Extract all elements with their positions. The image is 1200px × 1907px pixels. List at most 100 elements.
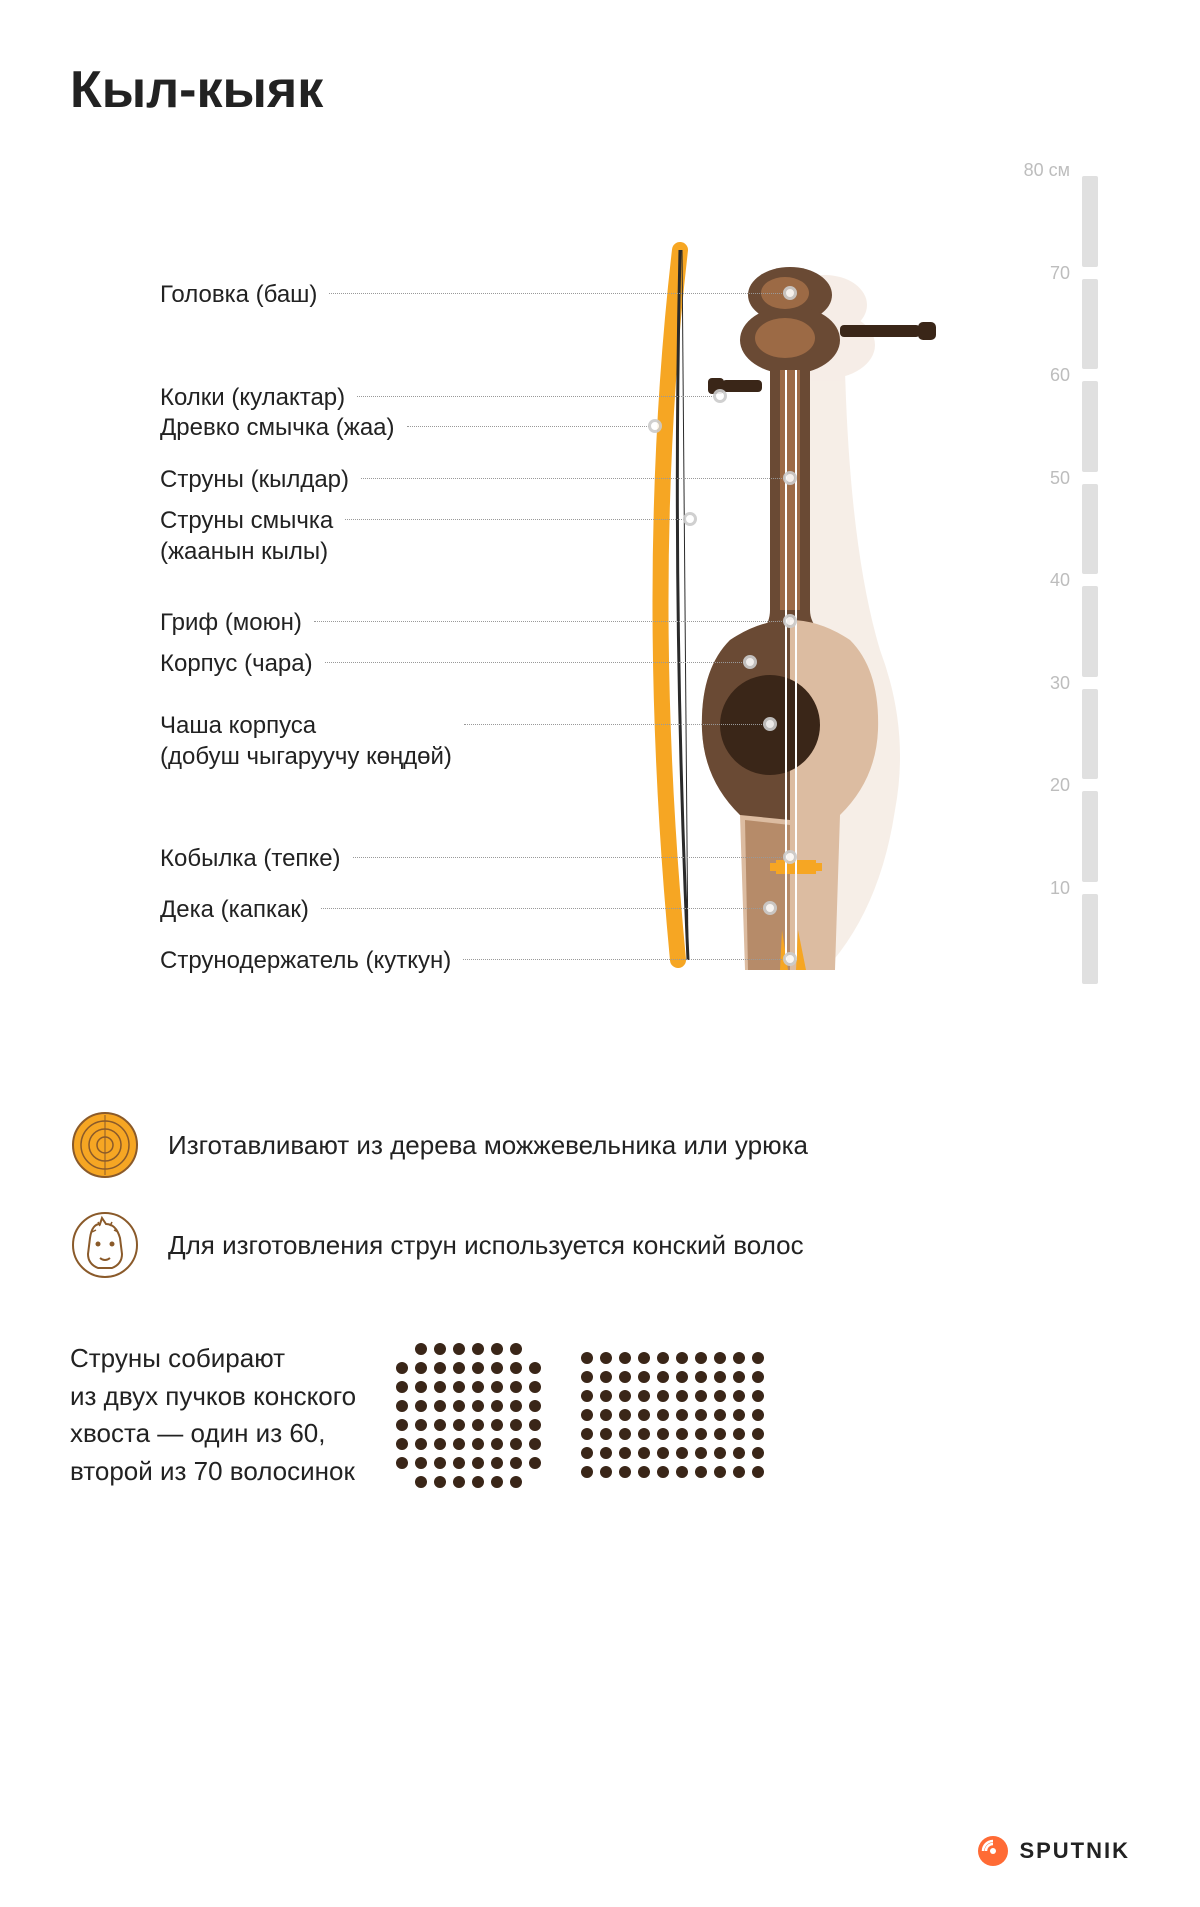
hair-dot (638, 1447, 650, 1459)
leader-line (325, 662, 744, 663)
hair-dot (619, 1371, 631, 1383)
hair-dot (491, 1343, 503, 1355)
hair-dot (472, 1381, 484, 1393)
hair-dot (472, 1343, 484, 1355)
hair-dot (472, 1400, 484, 1412)
scale-ruler: 1020304050607080 см (1070, 170, 1110, 990)
hair-dot (752, 1466, 764, 1478)
callout-dot (683, 512, 697, 526)
hair-dot (529, 1400, 541, 1412)
hair-dot (472, 1419, 484, 1431)
hair-dot (510, 1362, 522, 1374)
hair-dot (453, 1381, 465, 1393)
info-hair-text: Для изготовления струн используется конс… (168, 1230, 804, 1261)
hair-dot (657, 1390, 669, 1402)
hair-dot (415, 1419, 427, 1431)
hair-dot (529, 1381, 541, 1393)
leader-line (329, 293, 784, 294)
callout-dot (783, 471, 797, 485)
hair-dot (714, 1371, 726, 1383)
hair-dot (491, 1476, 503, 1488)
hair-dot (453, 1362, 465, 1374)
hair-dot (714, 1390, 726, 1402)
diagram-label-text: Струны (кылдар) (160, 464, 349, 495)
hair-dot (396, 1438, 408, 1450)
hair-dot (752, 1352, 764, 1364)
hair-dot (396, 1362, 408, 1374)
hair-dot (415, 1476, 427, 1488)
diagram-label: Головка (баш) (160, 279, 790, 310)
leader-line (463, 959, 784, 960)
hair-dot (638, 1352, 650, 1364)
hair-dot (396, 1400, 408, 1412)
scale-tick-label: 10 (1050, 878, 1070, 899)
hair-dot (434, 1362, 446, 1374)
info-hair: Для изготовления струн используется конс… (70, 1210, 1130, 1280)
hair-dot (510, 1457, 522, 1469)
hair-dot (657, 1409, 669, 1421)
hair-dot (453, 1343, 465, 1355)
callout-dot (783, 286, 797, 300)
callout-dot (783, 850, 797, 864)
hair-dot (581, 1447, 593, 1459)
hair-dot (752, 1390, 764, 1402)
hair-dot (510, 1438, 522, 1450)
diagram-label: Струнодержатель (куткун) (160, 945, 790, 976)
hair-dot (676, 1409, 688, 1421)
hair-dot (434, 1343, 446, 1355)
hair-dot (415, 1343, 427, 1355)
page: Кыл-кыяк 1020304050607080 см (0, 0, 1200, 1907)
hair-dot (752, 1447, 764, 1459)
diagram-label-text: Струнодержатель (куткун) (160, 945, 451, 976)
bundles-text: Струны собирают из двух пучков конского … (70, 1340, 356, 1491)
scale-segment (1082, 381, 1098, 472)
hair-dot (600, 1409, 612, 1421)
hair-dot (714, 1428, 726, 1440)
hair-dot (676, 1352, 688, 1364)
hair-dot (657, 1466, 669, 1478)
callout-dot (763, 901, 777, 915)
diagram-label: Колки (кулактар) (160, 382, 720, 413)
hair-dot (510, 1400, 522, 1412)
hair-dot (491, 1419, 503, 1431)
hair-dot (581, 1390, 593, 1402)
callout-dot (783, 614, 797, 628)
hair-dot (619, 1390, 631, 1402)
scale-segment (1082, 586, 1098, 677)
leader-line (353, 857, 784, 858)
hair-dot (434, 1381, 446, 1393)
diagram-label-text: Кобылка (тепке) (160, 843, 341, 874)
hair-dot (415, 1362, 427, 1374)
hair-dot (600, 1428, 612, 1440)
diagram-zone: 1020304050607080 см (70, 170, 1130, 1070)
hair-dot (491, 1438, 503, 1450)
hair-dot (491, 1362, 503, 1374)
hair-dot (714, 1466, 726, 1478)
leader-line (407, 426, 649, 427)
scale-segment (1082, 279, 1098, 370)
hair-dot (600, 1447, 612, 1459)
hair-dot (695, 1352, 707, 1364)
diagram-label-text: Колки (кулактар) (160, 382, 345, 413)
leader-line (314, 621, 784, 622)
diagram-label-text: Древко смычка (жаа) (160, 412, 395, 443)
hair-dot (733, 1371, 745, 1383)
scale-segment (1082, 791, 1098, 882)
scale-tick-label: 40 (1050, 570, 1070, 591)
hair-dot (733, 1428, 745, 1440)
hair-dot (657, 1447, 669, 1459)
hair-dot (676, 1428, 688, 1440)
hair-dot (453, 1438, 465, 1450)
leader-line (361, 478, 784, 479)
scale-tick-label: 70 (1050, 263, 1070, 284)
hair-dot (676, 1371, 688, 1383)
scale-segment (1082, 484, 1098, 575)
hair-dot (657, 1371, 669, 1383)
callout-dot (763, 717, 777, 731)
hair-dot (415, 1400, 427, 1412)
hair-dot (453, 1419, 465, 1431)
hair-dot (581, 1466, 593, 1478)
hair-dot (510, 1343, 522, 1355)
hair-dot (714, 1447, 726, 1459)
footer: SPUTNIK (977, 1835, 1130, 1867)
